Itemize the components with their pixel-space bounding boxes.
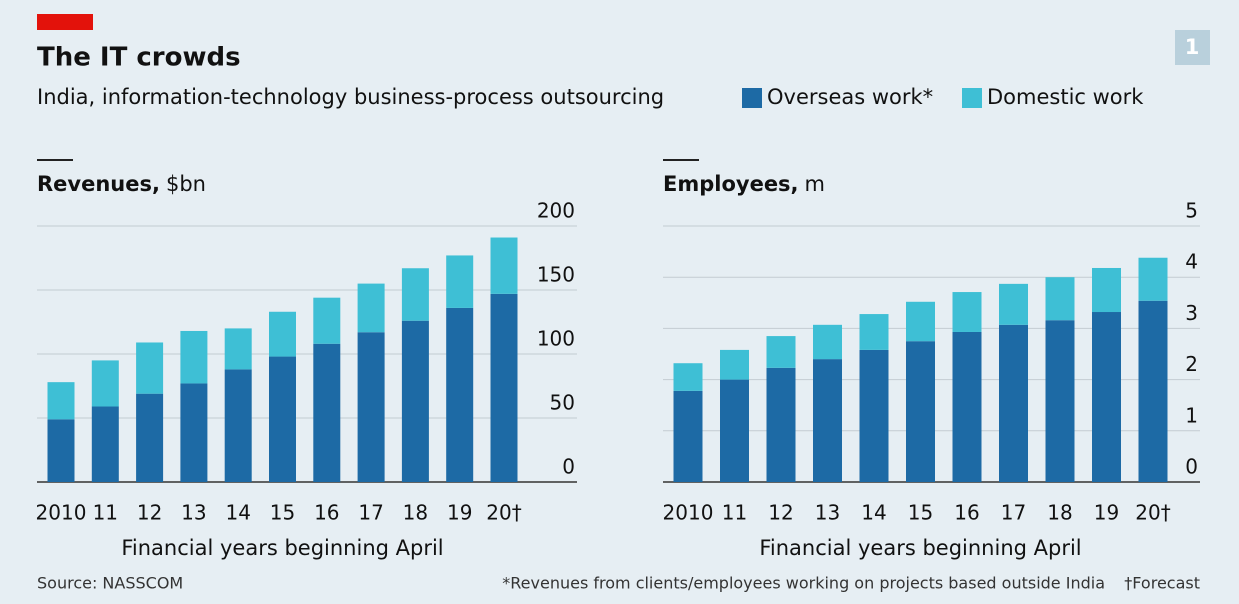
bar-segment — [1092, 267, 1121, 313]
y-tick-label: 4 — [1185, 250, 1198, 274]
y-tick-label: 50 — [550, 391, 575, 415]
page-subtitle: India, information-technology business-p… — [37, 85, 664, 109]
bar-segment — [766, 336, 796, 368]
y-tick-label: 150 — [537, 263, 575, 287]
chart-unit: m — [805, 172, 825, 196]
x-tick-label: 14 — [861, 501, 886, 525]
forecast-note: †Forecast — [1124, 574, 1200, 593]
bar-segment — [813, 359, 842, 482]
bar-segment — [1138, 300, 1168, 482]
y-tick-label: 5 — [1185, 199, 1198, 223]
bar-segment — [446, 307, 474, 482]
title-rule — [663, 159, 699, 161]
bar-segment — [1138, 257, 1168, 301]
bar-segment — [490, 293, 518, 482]
x-tick-label: 20† — [486, 501, 521, 525]
x-tick-label: 19 — [1094, 501, 1119, 525]
y-tick-label: 2 — [1185, 352, 1198, 376]
bar-segment — [720, 349, 749, 380]
bar-segment — [766, 367, 796, 482]
chart-unit: $bn — [166, 172, 206, 196]
bar-segment — [91, 406, 119, 482]
legend-label: Domestic work — [987, 85, 1144, 109]
x-tick-label: 2010 — [663, 501, 714, 525]
bar-segment — [357, 283, 385, 333]
x-axis-label: Financial years beginning April — [759, 536, 1081, 560]
y-tick-label: 0 — [1185, 455, 1198, 479]
bar-segment — [357, 332, 385, 482]
source: Source: NASSCOM — [37, 574, 183, 593]
bar-segment — [47, 382, 75, 420]
bar-segment — [1092, 312, 1121, 482]
bar-segment — [313, 297, 341, 344]
x-tick-label: 18 — [403, 501, 428, 525]
bar-segment — [446, 255, 474, 308]
y-tick-label: 1 — [1185, 403, 1198, 427]
bar-segment — [859, 349, 889, 482]
bar-segment — [224, 369, 252, 482]
bar-segment — [224, 328, 252, 370]
bar-segment — [952, 292, 982, 332]
bar-segment — [91, 360, 119, 407]
y-tick-label: 200 — [537, 199, 575, 223]
x-tick-label: 12 — [137, 501, 162, 525]
bar-segment — [673, 363, 703, 391]
title-rule — [37, 159, 73, 161]
legend-swatch — [962, 88, 982, 108]
footnote: *Revenues from clients/employees working… — [502, 574, 1105, 593]
red-tag — [37, 14, 93, 30]
bar-segment — [952, 331, 982, 482]
page-title: The IT crowds — [37, 43, 241, 73]
x-tick-label: 16 — [314, 501, 339, 525]
bar-segment — [180, 330, 208, 384]
bar-segment — [401, 268, 429, 321]
x-tick-label: 16 — [954, 501, 979, 525]
legend-swatch — [742, 88, 762, 108]
x-tick-label: 11 — [93, 501, 118, 525]
bar-segment — [180, 383, 208, 482]
bar-segment — [906, 301, 935, 342]
x-tick-label: 17 — [358, 501, 383, 525]
bar-segment — [136, 342, 164, 394]
chart-title: Employees, — [663, 172, 799, 196]
bar-segment — [1045, 277, 1075, 321]
chart-title: Revenues, — [37, 172, 160, 196]
bar-segment — [313, 343, 341, 482]
x-axis-label: Financial years beginning April — [121, 536, 443, 560]
x-tick-label: 15 — [270, 501, 295, 525]
x-tick-label: 13 — [815, 501, 840, 525]
x-tick-label: 2010 — [36, 501, 87, 525]
x-tick-label: 18 — [1047, 501, 1072, 525]
bar-segment — [490, 237, 518, 294]
bar-segment — [813, 324, 842, 360]
y-tick-label: 100 — [537, 327, 575, 351]
bar-segment — [401, 320, 429, 482]
badge-box — [1175, 30, 1210, 65]
bar-segment — [47, 419, 75, 482]
x-tick-label: 20† — [1135, 501, 1170, 525]
bar-segment — [1045, 320, 1075, 482]
x-tick-label: 13 — [181, 501, 206, 525]
x-tick-label: 15 — [908, 501, 933, 525]
bar-segment — [720, 379, 749, 482]
bar-segment — [136, 393, 164, 482]
bar-segment — [859, 314, 889, 350]
x-tick-label: 12 — [768, 501, 793, 525]
bar-segment — [269, 356, 296, 482]
x-tick-label: 14 — [225, 501, 250, 525]
badge: 1 — [1185, 35, 1200, 59]
bar-segment — [673, 390, 703, 482]
x-tick-label: 17 — [1001, 501, 1026, 525]
y-tick-label: 3 — [1185, 301, 1198, 325]
bar-segment — [906, 341, 935, 482]
bar-segment — [999, 324, 1028, 482]
x-tick-label: 19 — [447, 501, 472, 525]
x-tick-label: 11 — [722, 501, 747, 525]
y-tick-label: 0 — [562, 455, 575, 479]
bar-segment — [999, 283, 1028, 325]
bar-segment — [269, 311, 296, 357]
legend-label: Overseas work* — [767, 85, 933, 109]
